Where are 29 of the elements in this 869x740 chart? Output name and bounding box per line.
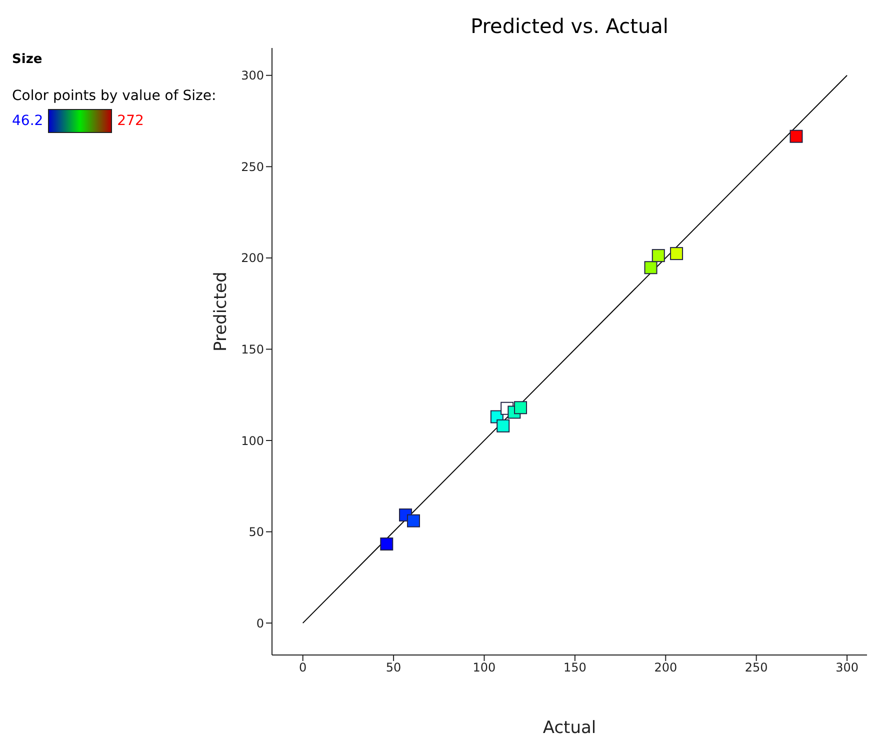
text: Size (12, 52, 44, 67)
x-tick-label: 250 (744, 660, 768, 675)
x-tick-label: 100 (472, 660, 496, 675)
x-tick-label: 200 (654, 660, 678, 675)
y-tick-label: 50 (248, 525, 264, 540)
x-axis-title: Actual (542, 718, 596, 738)
point (644, 261, 658, 274)
y-tick-label: 150 (241, 342, 264, 356)
x-tick-label: 150 (563, 660, 586, 675)
point (790, 130, 803, 143)
text: 46.2 (12, 113, 44, 129)
point (514, 401, 528, 414)
point (380, 538, 394, 551)
x-tick-label: 300 (836, 660, 858, 675)
point (652, 249, 665, 262)
y-tick-label: 300 (241, 68, 264, 83)
y-axis-title: Predicted (211, 272, 232, 352)
x-tick-label: 0 (299, 660, 307, 675)
y-tick-label: 0 (256, 616, 264, 630)
y-tick-label: 100 (241, 434, 264, 448)
text: 272 (117, 113, 144, 129)
y-tick-label: 250 (241, 160, 264, 174)
x-tick-label: 50 (386, 660, 402, 675)
text: Color points by value of Size: (12, 87, 218, 106)
point (496, 419, 510, 432)
y-tick-label: 200 (241, 251, 264, 266)
point (406, 514, 420, 528)
point (670, 247, 684, 260)
chart-title: Predicted vs. Actual (470, 14, 670, 38)
